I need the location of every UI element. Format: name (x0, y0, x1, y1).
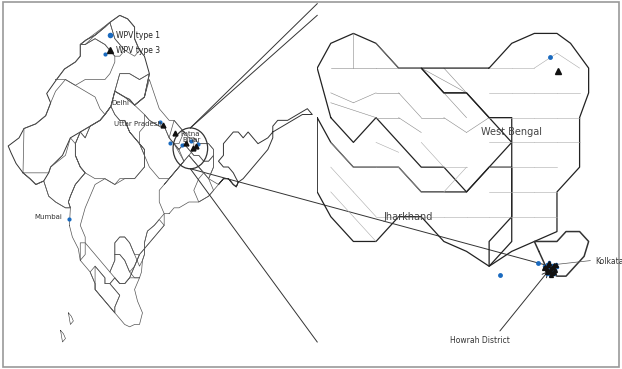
Text: Howrah District: Howrah District (450, 336, 510, 345)
Text: Mumbai: Mumbai (35, 214, 62, 220)
Text: Kolkata: Kolkata (595, 257, 622, 266)
Text: WPV type 1: WPV type 1 (116, 31, 160, 40)
Text: Patna: Patna (180, 131, 200, 137)
Text: Delhi: Delhi (112, 100, 130, 106)
Text: Uttar Pradesh: Uttar Pradesh (114, 121, 162, 127)
Text: West Bengal: West Bengal (481, 127, 542, 138)
Text: WPV type 3: WPV type 3 (116, 46, 160, 55)
Text: Bihar: Bihar (183, 137, 201, 142)
Text: Jharkhand: Jharkhand (383, 212, 432, 222)
